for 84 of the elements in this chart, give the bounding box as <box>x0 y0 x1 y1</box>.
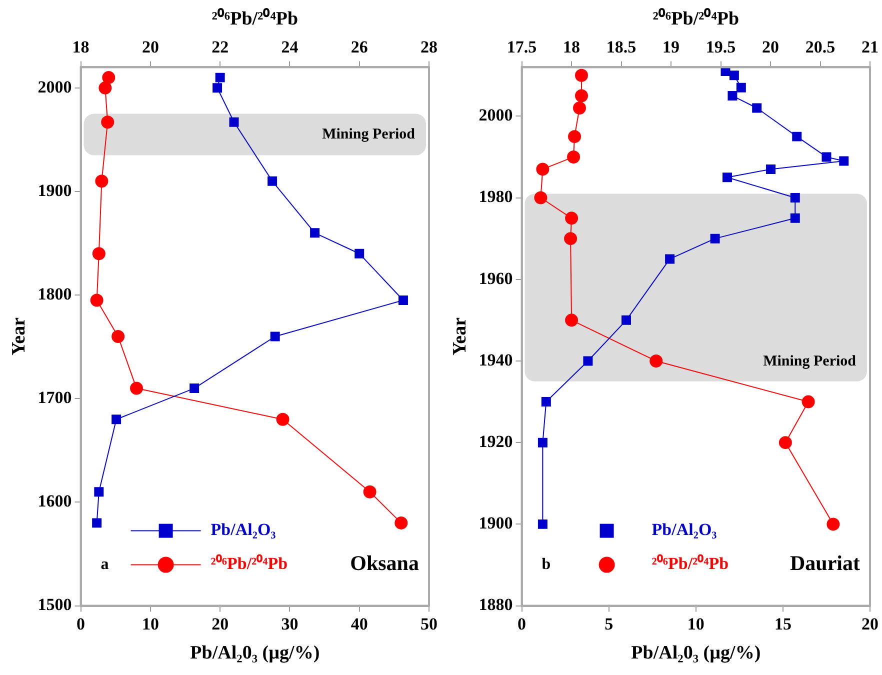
x-tick-label: 30 <box>281 614 298 634</box>
y-tick-label: 1900 <box>478 514 513 533</box>
point <box>212 83 222 93</box>
y-tick-label: 1700 <box>38 388 72 408</box>
x2-tick-label: 28 <box>420 37 438 56</box>
legend-label: ²⁰⁶Pb/²⁰⁴Pb <box>210 554 288 574</box>
x2-tick-label: 21 <box>862 37 878 56</box>
point <box>190 384 200 394</box>
x-tick-label: 10 <box>687 614 704 634</box>
point <box>722 172 732 182</box>
x2-tick-label: 20 <box>762 37 780 56</box>
point <box>112 414 122 424</box>
x2-tick-label: 24 <box>281 37 299 56</box>
point <box>790 193 800 203</box>
y-axis-title: Year <box>8 316 30 356</box>
y-tick-label: 1900 <box>38 180 72 200</box>
point <box>541 397 551 407</box>
y-tick-label: 2000 <box>478 106 513 125</box>
x-tick-label: 40 <box>350 614 368 634</box>
point <box>622 315 632 325</box>
x2-tick-label: 20.5 <box>805 37 836 56</box>
y-tick-label: 2000 <box>38 77 72 96</box>
x2-tick-label: 19 <box>662 37 680 56</box>
point <box>94 487 104 497</box>
x2-tick-label: 19.5 <box>706 37 736 56</box>
x2-axis-title: ²⁰⁶Pb/²⁰⁴Pb <box>652 7 740 30</box>
x-tick-label: 15 <box>774 614 792 634</box>
point <box>728 91 738 101</box>
x-tick-label: 50 <box>420 614 438 634</box>
y-tick-label: 1940 <box>478 350 513 370</box>
point <box>229 117 239 127</box>
x-tick-label: 20 <box>212 614 229 634</box>
point <box>710 234 720 244</box>
annotation: Dauriat <box>790 551 860 576</box>
point <box>736 82 746 92</box>
x-tick-label: 0 <box>76 614 86 634</box>
legend-label: Pb/Al₂O₃ <box>652 520 717 540</box>
y-axis-title: Year <box>449 316 470 356</box>
y-tick-label: 1880 <box>478 595 513 614</box>
y-tick-label: 1800 <box>38 284 72 304</box>
x-axis-title: Pb/Al₂0₃ (µg/%) <box>631 642 761 664</box>
point <box>792 132 802 142</box>
point <box>270 332 280 342</box>
x-tick-label: 20 <box>862 614 878 634</box>
x2-tick-label: 18 <box>563 37 580 56</box>
y-tick-label: 1600 <box>38 492 72 511</box>
x-axis-title: Pb/Al₂0₃ (µg/%) <box>190 642 320 664</box>
band-label: Mining Period <box>322 126 416 142</box>
point <box>583 356 593 366</box>
point <box>215 72 225 82</box>
x2-axis-title: ²⁰⁶Pb/²⁰⁴Pb <box>212 7 298 30</box>
annotation: Oksana <box>350 551 420 576</box>
point <box>354 248 364 258</box>
x2-tick-label: 18 <box>72 37 90 56</box>
point <box>268 176 278 186</box>
point <box>398 296 408 305</box>
legend-label: ²⁰⁶Pb/²⁰⁴Pb <box>652 554 729 574</box>
point <box>538 519 548 529</box>
x-tick-label: 10 <box>142 614 159 634</box>
x2-tick-label: 22 <box>212 37 229 56</box>
x2-tick-label: 26 <box>350 37 368 56</box>
x2-tick-label: 17.5 <box>506 37 537 56</box>
point <box>822 152 832 162</box>
annotation: b <box>542 556 551 573</box>
point <box>92 518 102 528</box>
y-tick-label: 1960 <box>478 268 513 288</box>
point <box>729 70 739 80</box>
point <box>538 438 548 448</box>
y-tick-label: 1500 <box>38 595 72 614</box>
y-tick-label: 1920 <box>478 432 513 451</box>
point <box>310 228 320 238</box>
point <box>752 103 762 113</box>
y-tick-label: 1980 <box>478 187 513 206</box>
point <box>665 254 675 264</box>
annotation: a <box>100 556 109 573</box>
legend-label: Pb/Al₂O₃ <box>210 520 276 540</box>
x2-tick-label: 18.5 <box>606 37 636 56</box>
band-label: Mining Period <box>763 353 857 370</box>
point <box>790 213 800 223</box>
x-tick-label: 5 <box>604 614 614 634</box>
point <box>839 156 849 166</box>
x2-tick-label: 20 <box>142 37 159 56</box>
x-tick-label: 0 <box>518 614 526 634</box>
point <box>766 164 776 174</box>
